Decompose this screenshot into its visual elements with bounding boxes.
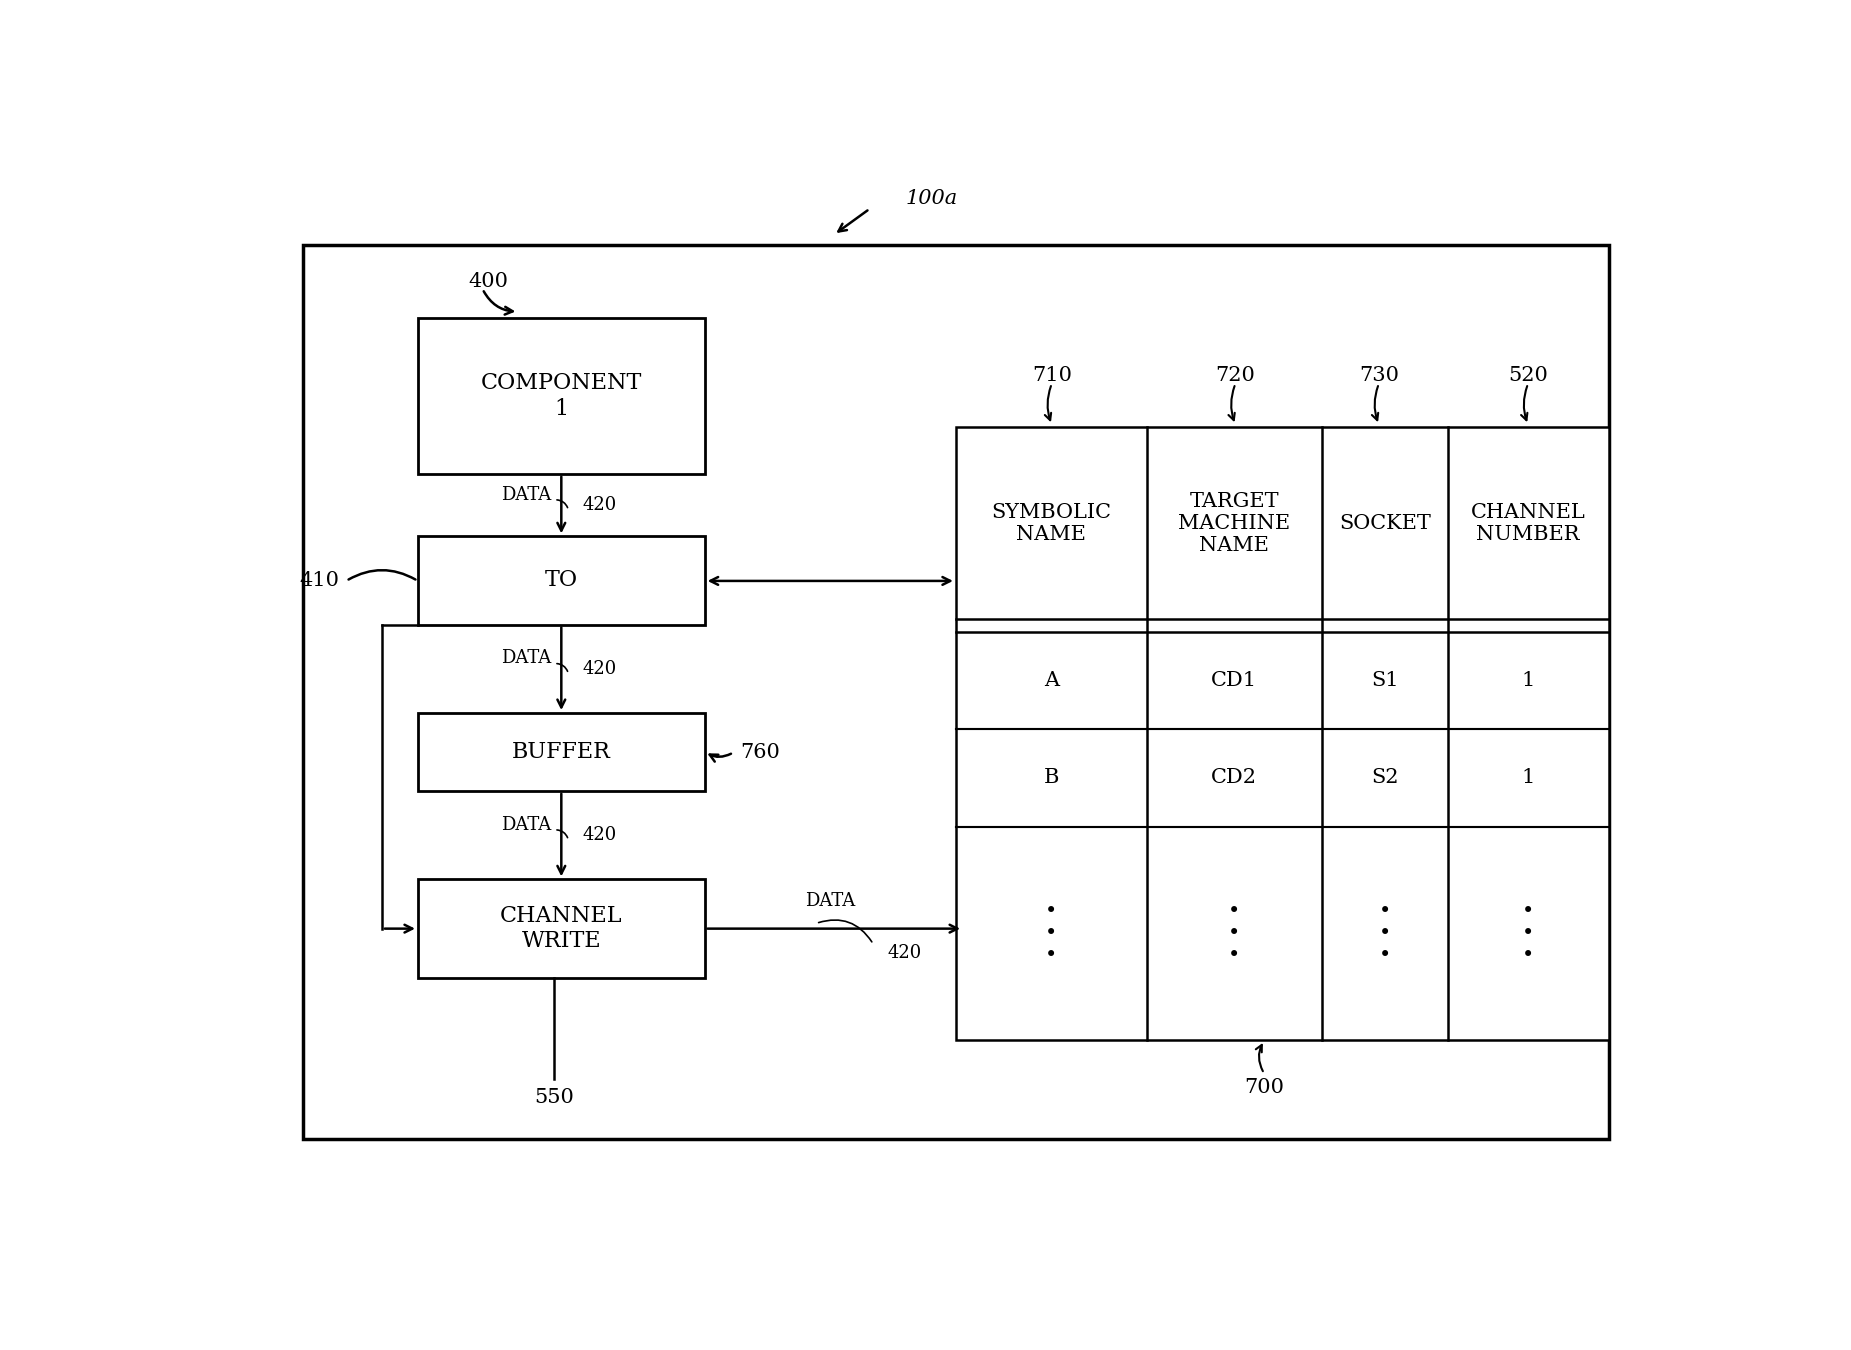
Text: •
•
•: • • • — [1227, 902, 1240, 965]
Text: S1: S1 — [1372, 671, 1399, 690]
Text: •
•
•: • • • — [1046, 902, 1057, 965]
Bar — [304, 246, 1609, 1139]
Text: 400: 400 — [468, 273, 507, 292]
Bar — [418, 879, 705, 977]
Text: 1: 1 — [1522, 768, 1534, 787]
Text: 1: 1 — [1522, 671, 1534, 690]
Text: 420: 420 — [583, 660, 616, 678]
Text: •
•
•: • • • — [1379, 902, 1390, 965]
Text: TO: TO — [544, 570, 578, 591]
Bar — [418, 713, 705, 791]
Text: 520: 520 — [1509, 366, 1547, 385]
Bar — [418, 319, 705, 474]
Text: BUFFER: BUFFER — [513, 741, 611, 763]
Text: CHANNEL
WRITE: CHANNEL WRITE — [500, 904, 622, 952]
Text: DATA: DATA — [805, 892, 855, 910]
Text: 710: 710 — [1031, 366, 1072, 385]
Text: 730: 730 — [1359, 366, 1399, 385]
Text: 420: 420 — [888, 944, 922, 963]
Text: CD1: CD1 — [1211, 671, 1257, 690]
Text: 550: 550 — [535, 1088, 574, 1107]
Bar — [955, 427, 1609, 1041]
Text: SYMBOLIC
NAME: SYMBOLIC NAME — [990, 502, 1111, 544]
Text: TARGET
MACHINE
NAME: TARGET MACHINE NAME — [1177, 491, 1290, 555]
Text: COMPONENT
1: COMPONENT 1 — [481, 373, 642, 420]
Text: DATA: DATA — [502, 486, 552, 504]
Text: DATA: DATA — [502, 649, 552, 667]
Text: •
•
•: • • • — [1522, 902, 1534, 965]
Text: S2: S2 — [1372, 768, 1399, 787]
Text: 700: 700 — [1244, 1077, 1285, 1096]
Text: CD2: CD2 — [1211, 768, 1257, 787]
Text: 720: 720 — [1216, 366, 1255, 385]
Text: 760: 760 — [740, 743, 781, 761]
Text: 420: 420 — [583, 826, 616, 844]
Text: B: B — [1044, 768, 1059, 787]
Text: 410: 410 — [300, 571, 339, 590]
Text: 420: 420 — [583, 495, 616, 514]
Text: 100a: 100a — [905, 189, 957, 208]
Text: SOCKET: SOCKET — [1338, 514, 1431, 533]
Text: A: A — [1044, 671, 1059, 690]
Bar — [418, 536, 705, 625]
Text: CHANNEL
NUMBER: CHANNEL NUMBER — [1472, 502, 1586, 544]
Text: DATA: DATA — [502, 815, 552, 834]
